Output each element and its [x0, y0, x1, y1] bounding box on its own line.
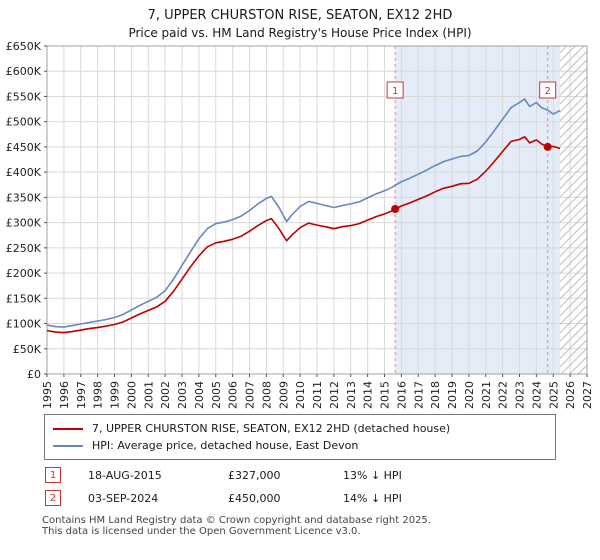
svg-text:2022: 2022	[497, 381, 510, 409]
svg-text:1: 1	[392, 86, 398, 97]
svg-text:2020: 2020	[463, 381, 476, 409]
svg-text:2017: 2017	[412, 381, 425, 409]
svg-text:2016: 2016	[395, 381, 408, 409]
svg-text:2009: 2009	[277, 381, 290, 409]
svg-text:1998: 1998	[92, 381, 105, 409]
footer-line-1: Contains HM Land Registry data © Crown c…	[42, 515, 431, 526]
price-hpi-line-chart: 1 2 £0 £50K £100K £150K £200K £250K £300K £350K £4…	[6, 40, 594, 409]
svg-text:£350K: £350K	[6, 191, 42, 204]
transaction-row: 2 03-SEP-2024 £450,000 14% ↓ HPI	[45, 490, 600, 506]
svg-text:1999: 1999	[109, 381, 122, 409]
svg-text:2018: 2018	[429, 381, 442, 409]
svg-text:2027: 2027	[581, 381, 594, 409]
transaction-1-hpi-diff: 13% ↓ HPI	[343, 468, 402, 482]
chart-title: 7, UPPER CHURSTON RISE, SEATON, EX12 2HD	[147, 8, 453, 23]
svg-text:£0: £0	[27, 368, 41, 381]
svg-text:1996: 1996	[58, 381, 71, 409]
svg-text:£650K: £650K	[6, 40, 42, 53]
svg-text:£550K: £550K	[6, 90, 42, 103]
svg-text:2015: 2015	[379, 381, 392, 409]
svg-text:£300K: £300K	[6, 217, 42, 230]
svg-text:2008: 2008	[260, 381, 273, 409]
svg-text:2019: 2019	[446, 381, 459, 409]
transaction-1-price: £327,000	[228, 468, 281, 482]
svg-text:£150K: £150K	[6, 292, 42, 305]
legend-label-property: 7, UPPER CHURSTON RISE, SEATON, EX12 2HD…	[92, 422, 451, 435]
svg-text:2024: 2024	[530, 381, 543, 409]
svg-text:2025: 2025	[547, 381, 560, 409]
svg-text:2023: 2023	[514, 381, 527, 409]
transaction-2-marker: 2	[45, 490, 61, 506]
footer-line-2: This data is licensed under the Open Gov…	[42, 526, 361, 537]
svg-text:2010: 2010	[294, 381, 307, 409]
svg-text:2021: 2021	[480, 381, 493, 409]
legend-item-hpi: HPI: Average price, detached house, East…	[53, 437, 547, 454]
svg-text:£200K: £200K	[6, 267, 42, 280]
legend: 7, UPPER CHURSTON RISE, SEATON, EX12 2HD…	[44, 414, 556, 460]
legend-item-property: 7, UPPER CHURSTON RISE, SEATON, EX12 2HD…	[53, 420, 547, 437]
transaction-2-date: 03-SEP-2024	[88, 491, 159, 505]
svg-text:1995: 1995	[41, 381, 54, 409]
svg-text:£600K: £600K	[6, 65, 42, 78]
svg-text:1997: 1997	[75, 381, 88, 409]
svg-text:2001: 2001	[142, 381, 155, 409]
transaction-2-price: £450,000	[228, 491, 281, 505]
svg-text:£400K: £400K	[6, 166, 42, 179]
svg-text:2000: 2000	[125, 381, 138, 409]
transaction-1-date: 18-AUG-2015	[88, 468, 162, 482]
svg-text:£250K: £250K	[6, 242, 42, 255]
svg-text:2014: 2014	[362, 381, 375, 409]
hpi-line-swatch	[53, 444, 83, 447]
svg-text:2006: 2006	[227, 381, 240, 409]
transaction-row: 1 18-AUG-2015 £327,000 13% ↓ HPI	[45, 467, 600, 483]
transaction-2-hpi-diff: 14% ↓ HPI	[343, 491, 402, 505]
transaction-1-marker: 1	[45, 467, 61, 483]
svg-text:2007: 2007	[244, 381, 257, 409]
svg-text:£450K: £450K	[6, 141, 42, 154]
chart-page: 7, UPPER CHURSTON RISE, SEATON, EX12 2HD…	[6, 8, 600, 537]
svg-text:2002: 2002	[159, 381, 172, 409]
svg-text:2013: 2013	[345, 381, 358, 409]
svg-text:2003: 2003	[176, 381, 189, 409]
svg-text:2004: 2004	[193, 381, 206, 409]
chart-subtitle: Price paid vs. HM Land Registry's House …	[128, 26, 472, 40]
svg-text:£50K: £50K	[13, 343, 42, 356]
svg-text:£500K: £500K	[6, 116, 42, 129]
legend-label-hpi: HPI: Average price, detached house, East…	[92, 439, 359, 452]
svg-text:2: 2	[544, 86, 550, 97]
svg-text:£100K: £100K	[6, 318, 42, 331]
property-line-swatch	[53, 427, 83, 430]
svg-text:2026: 2026	[564, 381, 577, 409]
svg-text:2012: 2012	[328, 381, 341, 409]
svg-text:2005: 2005	[210, 381, 223, 409]
footer-attribution: Contains HM Land Registry data © Crown c…	[42, 515, 600, 537]
svg-text:2011: 2011	[311, 381, 324, 409]
